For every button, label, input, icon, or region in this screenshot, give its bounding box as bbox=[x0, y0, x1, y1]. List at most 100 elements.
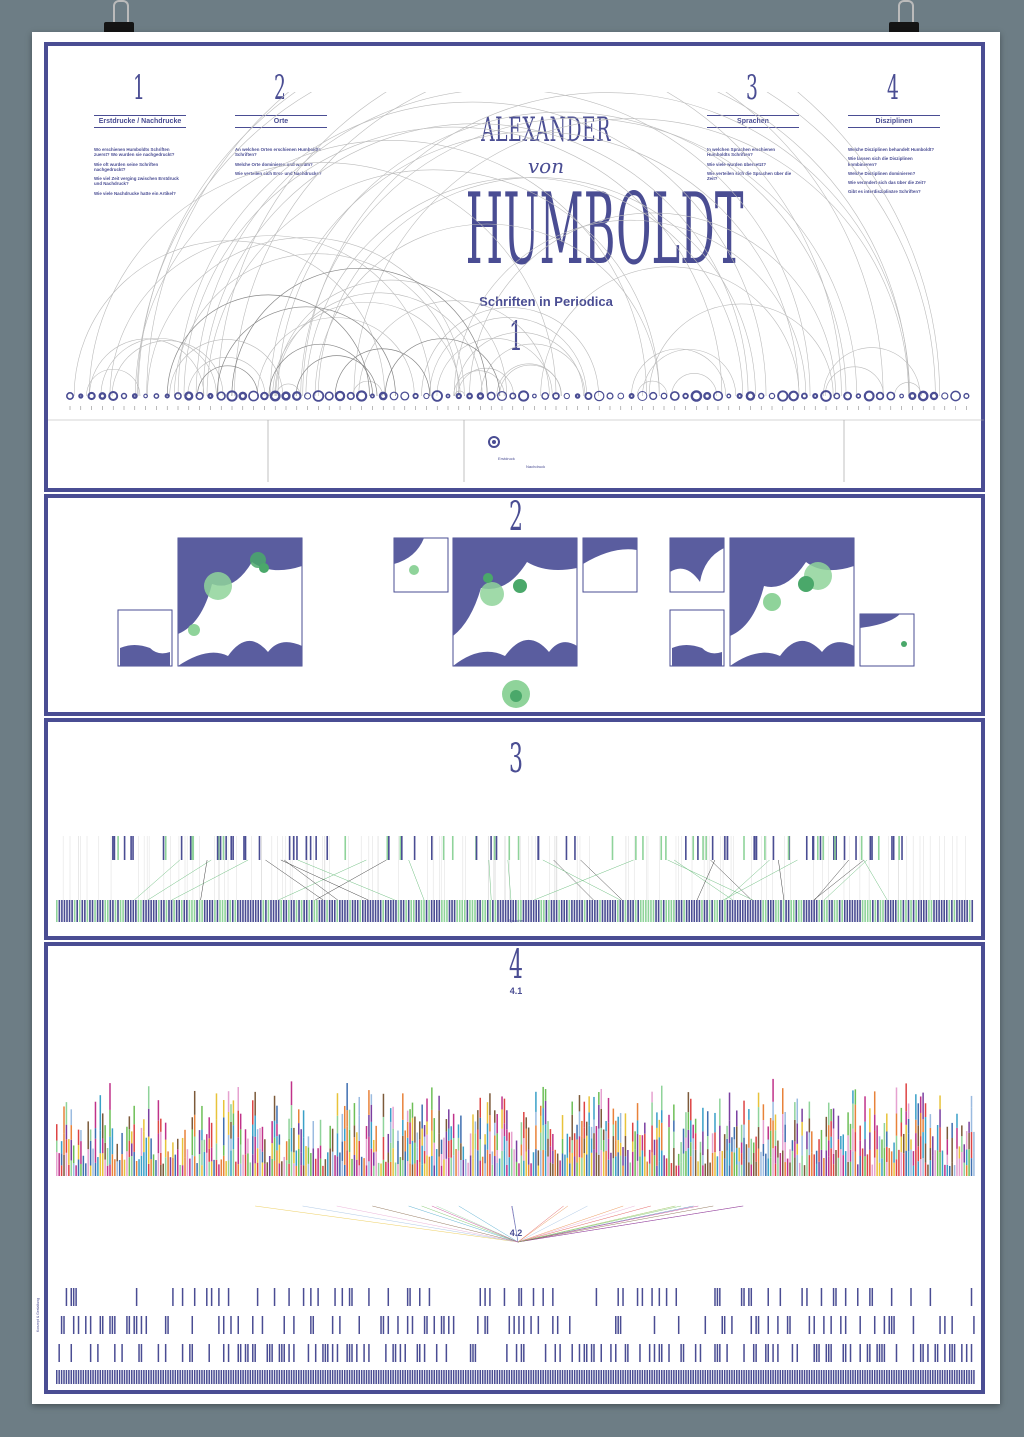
discipline-bar bbox=[709, 1162, 711, 1176]
discipline-bar bbox=[907, 1118, 910, 1134]
discipline-bar bbox=[772, 1078, 774, 1102]
discipline-bar bbox=[540, 1105, 542, 1116]
language-bar bbox=[678, 900, 680, 922]
language-bar bbox=[323, 900, 326, 922]
discipline-bar bbox=[423, 1163, 426, 1176]
language-barcode-chart bbox=[56, 836, 976, 922]
combination-bar bbox=[435, 1344, 438, 1362]
discipline-bar bbox=[769, 1117, 772, 1131]
discipline-bar bbox=[68, 1139, 70, 1165]
combination-base-bar bbox=[547, 1370, 549, 1384]
combination-base-bar bbox=[857, 1370, 859, 1384]
combination-bar bbox=[849, 1344, 852, 1362]
discipline-bar bbox=[239, 1113, 242, 1130]
discipline-bar bbox=[556, 1153, 559, 1176]
discipline-bar bbox=[201, 1165, 203, 1176]
discipline-bar bbox=[702, 1107, 704, 1132]
combination-base-bar bbox=[181, 1370, 184, 1384]
combination-base-bar bbox=[285, 1370, 288, 1384]
language-bar bbox=[813, 900, 815, 922]
language-bar bbox=[864, 900, 866, 922]
language-top-bar bbox=[665, 836, 667, 860]
language-bar bbox=[532, 900, 535, 922]
reprint-arc bbox=[823, 347, 921, 397]
discipline-bar bbox=[859, 1125, 861, 1141]
language-top-bar bbox=[315, 836, 317, 860]
combination-bar bbox=[266, 1344, 269, 1362]
discipline-bar bbox=[697, 1161, 699, 1176]
combination-bar bbox=[890, 1316, 893, 1334]
discipline-bar bbox=[300, 1165, 302, 1176]
discipline-bar bbox=[864, 1096, 866, 1122]
combination-base-bar bbox=[769, 1370, 772, 1384]
language-bar bbox=[249, 900, 252, 922]
combination-base-bar bbox=[358, 1370, 360, 1384]
discipline-bar bbox=[273, 1095, 276, 1121]
discipline-bar bbox=[890, 1151, 893, 1176]
discipline-bar bbox=[714, 1132, 716, 1153]
publication-circle bbox=[593, 390, 605, 402]
discipline-bar bbox=[172, 1157, 174, 1176]
combination-base-bar bbox=[327, 1370, 329, 1384]
combination-base-bar bbox=[452, 1370, 455, 1384]
discipline-bar bbox=[789, 1162, 791, 1176]
discipline-bar bbox=[644, 1122, 646, 1134]
language-bar bbox=[191, 900, 193, 922]
reprint-arc bbox=[353, 118, 909, 397]
discipline-bar bbox=[329, 1125, 331, 1149]
discipline-bar bbox=[595, 1152, 598, 1176]
discipline-bar bbox=[830, 1148, 832, 1176]
language-bar bbox=[726, 900, 729, 922]
language-bar bbox=[711, 900, 713, 922]
discipline-bar bbox=[731, 1151, 733, 1176]
language-top-bar bbox=[132, 836, 134, 860]
discipline-bar bbox=[370, 1104, 373, 1122]
discipline-bar bbox=[358, 1115, 360, 1141]
reprint-arc bbox=[146, 92, 940, 397]
language-bar bbox=[433, 900, 435, 922]
combination-bar bbox=[610, 1344, 612, 1362]
combination-base-bar bbox=[397, 1370, 399, 1384]
discipline-bar bbox=[472, 1158, 474, 1176]
language-link bbox=[710, 859, 752, 901]
discipline-bar bbox=[970, 1107, 973, 1133]
combination-bar bbox=[380, 1316, 382, 1334]
language-bar bbox=[303, 900, 305, 922]
publication-circle bbox=[476, 392, 485, 400]
combination-bar bbox=[327, 1344, 329, 1362]
combination-base-bar bbox=[602, 1370, 605, 1384]
discipline-bar bbox=[733, 1152, 736, 1176]
discipline-bar bbox=[629, 1162, 632, 1176]
combination-bar bbox=[532, 1288, 535, 1306]
discipline-bar bbox=[479, 1117, 481, 1140]
discipline-bar bbox=[876, 1149, 878, 1176]
combination-bar bbox=[252, 1344, 254, 1362]
combination-bar bbox=[820, 1288, 823, 1306]
combination-bar bbox=[970, 1344, 973, 1362]
discipline-bar bbox=[414, 1163, 416, 1176]
language-bar bbox=[471, 900, 474, 922]
discipline-bar bbox=[852, 1128, 854, 1152]
column-number-3: 3 bbox=[746, 68, 758, 108]
discipline-bar bbox=[919, 1159, 922, 1176]
discipline-bar bbox=[755, 1136, 757, 1162]
language-bar bbox=[180, 900, 183, 922]
combination-bar bbox=[743, 1344, 745, 1362]
language-bar bbox=[930, 900, 933, 922]
language-bar bbox=[808, 900, 810, 922]
discipline-bar bbox=[755, 1161, 757, 1176]
combination-base-bar bbox=[731, 1370, 733, 1384]
discipline-bar bbox=[767, 1158, 769, 1176]
discipline-bar bbox=[929, 1160, 932, 1176]
reprint-arc bbox=[216, 306, 396, 397]
combination-bar bbox=[392, 1344, 394, 1362]
combination-base-bar bbox=[794, 1370, 796, 1384]
language-link bbox=[297, 859, 395, 901]
discipline-bar bbox=[523, 1111, 525, 1139]
discipline-bar bbox=[757, 1127, 760, 1149]
language-bar bbox=[517, 900, 520, 922]
combination-base-bar bbox=[298, 1370, 300, 1384]
combination-base-bar bbox=[353, 1370, 356, 1384]
combination-base-bar bbox=[527, 1370, 530, 1384]
language-bar bbox=[101, 900, 104, 922]
